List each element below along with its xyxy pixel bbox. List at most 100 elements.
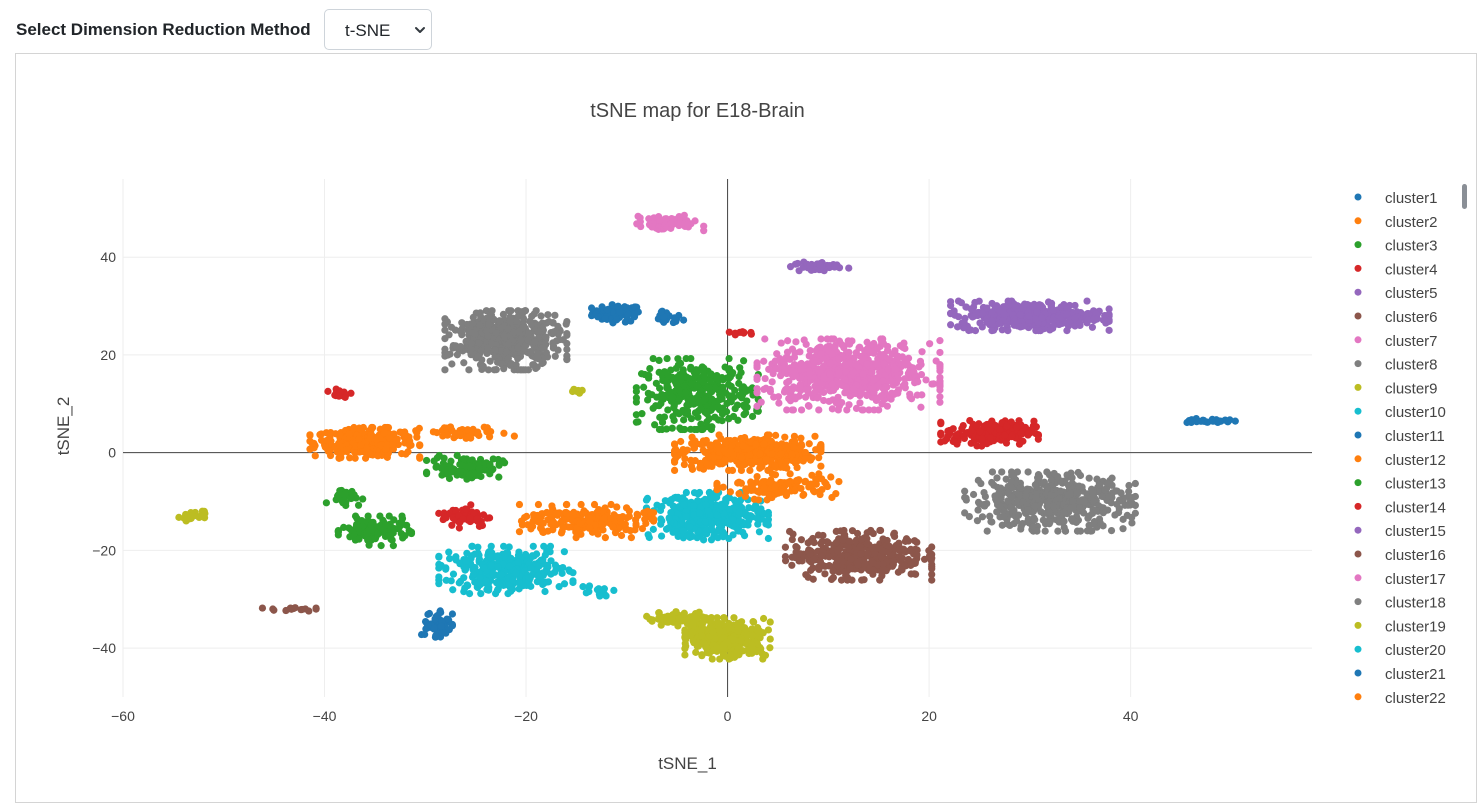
method-select[interactable]: t-SNE <box>324 9 432 50</box>
point-cluster9 <box>766 618 774 626</box>
point-cluster8 <box>1079 509 1088 517</box>
point-cluster6 <box>833 556 842 565</box>
point-cluster3 <box>725 366 733 375</box>
point-cluster8 <box>519 314 528 322</box>
point-cluster8 <box>488 340 496 348</box>
point-cluster9 <box>698 652 706 660</box>
point-cluster7 <box>760 357 768 365</box>
point-cluster8 <box>1128 513 1136 522</box>
point-cluster3 <box>683 401 691 409</box>
point-cluster6 <box>807 566 815 574</box>
point-cluster2 <box>740 461 748 469</box>
point-cluster4 <box>1013 423 1021 431</box>
point-cluster2 <box>738 453 746 462</box>
point-cluster3 <box>640 383 648 391</box>
point-cluster6 <box>832 538 841 546</box>
point-cluster8 <box>1007 478 1016 486</box>
point-cluster2 <box>772 431 780 439</box>
point-cluster5 <box>1105 326 1113 334</box>
point-cluster3 <box>385 512 393 520</box>
point-cluster5 <box>1049 306 1057 314</box>
point-cluster5 <box>947 321 955 329</box>
point-cluster2 <box>351 454 359 462</box>
point-cluster3 <box>359 495 367 503</box>
point-cluster7 <box>823 335 831 343</box>
point-cluster7 <box>882 383 890 391</box>
point-cluster7 <box>878 352 887 361</box>
point-cluster3 <box>651 421 659 429</box>
point-cluster7 <box>753 389 761 397</box>
point-cluster8 <box>1111 511 1119 519</box>
point-cluster5 <box>1093 315 1101 323</box>
point-cluster8 <box>491 346 500 354</box>
point-cluster8 <box>1041 527 1049 535</box>
point-cluster2 <box>714 440 722 448</box>
point-cluster6 <box>879 535 887 543</box>
point-cluster5 <box>1004 297 1012 305</box>
point-cluster2 <box>670 458 679 466</box>
point-cluster7 <box>922 376 930 384</box>
point-cluster2 <box>372 435 380 444</box>
x-tick-label: −20 <box>514 708 538 724</box>
point-cluster2 <box>811 432 819 440</box>
point-cluster8 <box>1125 481 1133 490</box>
point-cluster7 <box>868 384 877 393</box>
point-cluster2 <box>791 437 799 446</box>
point-cluster5 <box>970 312 978 320</box>
point-cluster8 <box>492 366 500 374</box>
point-cluster6 <box>797 536 805 544</box>
point-cluster3 <box>387 532 395 540</box>
point-cluster5 <box>1044 298 1053 306</box>
point-cluster6 <box>792 543 800 551</box>
point-cluster9 <box>196 512 204 520</box>
point-cluster8 <box>469 319 477 327</box>
point-cluster6 <box>857 550 865 558</box>
point-cluster4 <box>1015 440 1024 448</box>
point-cluster6 <box>913 551 921 559</box>
point-cluster8 <box>502 348 510 356</box>
point-cluster3 <box>699 425 707 434</box>
point-cluster7 <box>792 338 800 346</box>
point-cluster6 <box>863 535 871 543</box>
point-cluster6 <box>312 605 320 613</box>
point-cluster7 <box>896 342 904 350</box>
point-cluster8 <box>549 342 558 350</box>
point-cluster3 <box>672 364 680 372</box>
point-cluster4 <box>335 392 343 400</box>
point-cluster8 <box>981 502 989 510</box>
point-cluster8 <box>997 484 1005 492</box>
point-cluster9 <box>715 627 724 635</box>
point-cluster1 <box>1197 417 1205 425</box>
point-cluster7 <box>813 394 821 402</box>
method-control: Select Dimension Reduction Method <box>16 9 311 51</box>
point-cluster7 <box>777 339 785 347</box>
point-cluster7 <box>842 383 850 391</box>
point-cluster8 <box>1008 493 1016 501</box>
point-cluster8 <box>1107 499 1115 507</box>
point-cluster2 <box>485 433 494 441</box>
point-cluster9 <box>643 612 651 620</box>
point-cluster8 <box>1061 527 1070 535</box>
point-cluster8 <box>441 345 449 353</box>
point-cluster4 <box>986 433 995 442</box>
point-cluster5 <box>806 262 814 270</box>
point-cluster7 <box>901 375 909 383</box>
point-cluster7 <box>875 406 883 414</box>
point-cluster3 <box>334 528 342 536</box>
point-cluster3 <box>655 356 663 364</box>
point-cluster6 <box>858 576 866 584</box>
point-cluster2 <box>679 445 687 454</box>
point-cluster4 <box>976 427 984 436</box>
point-cluster2 <box>398 450 406 458</box>
point-cluster5 <box>1025 312 1033 320</box>
point-cluster8 <box>544 311 552 319</box>
point-cluster6 <box>928 565 936 573</box>
point-cluster1 <box>594 313 602 321</box>
point-cluster2 <box>306 445 314 453</box>
point-cluster8 <box>1022 492 1030 500</box>
point-cluster1 <box>1223 417 1231 425</box>
point-cluster3 <box>688 380 696 388</box>
point-cluster2 <box>369 423 377 432</box>
point-cluster4 <box>996 425 1004 434</box>
